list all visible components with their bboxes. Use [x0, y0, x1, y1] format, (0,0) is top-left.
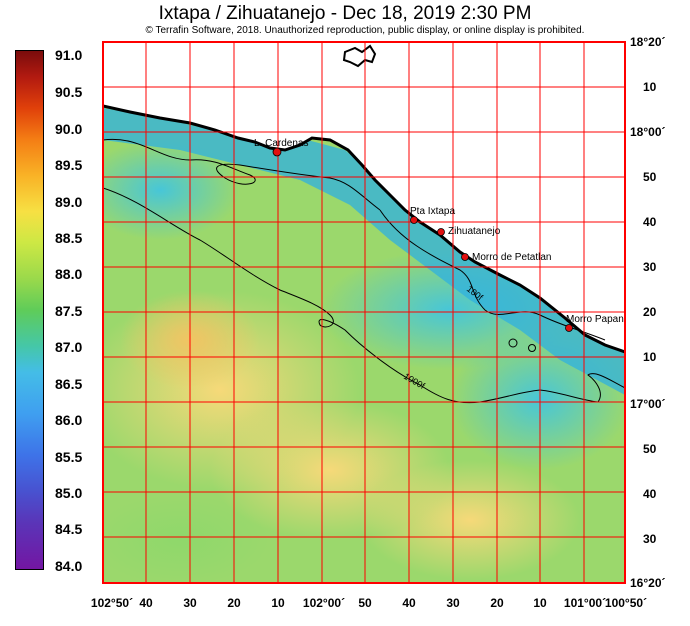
latitude-tick-label: 16°20´ — [630, 576, 666, 590]
temperature-region — [360, 460, 580, 580]
colorbar-label: 84.0 — [55, 558, 83, 574]
place-marker-pta-ixtapa[interactable]: Pta Ixtapa — [410, 206, 455, 224]
colorbar-label: 89.0 — [55, 194, 83, 210]
colorbar-label: 87.0 — [55, 339, 83, 355]
copyright-notice: © Terrafin Software, 2018. Unauthorized … — [145, 25, 585, 36]
colorbar-label: 88.5 — [55, 230, 83, 246]
longitude-tick-label: 40 — [402, 596, 416, 610]
contour-ring — [508, 338, 518, 348]
place-marker-zihuatanejo[interactable]: Zihuatanejo — [437, 226, 501, 237]
colorbar-label: 91.0 — [55, 47, 83, 63]
colorbar-label: 85.0 — [55, 485, 83, 501]
latitude-tick-label: 50 — [643, 170, 657, 184]
latitude-tick-label: 30 — [643, 260, 657, 274]
place-label: Morro Papan — [566, 314, 624, 325]
place-marker-morro-papan[interactable]: Morro Papan — [565, 314, 624, 332]
contour-line — [379, 209, 606, 341]
longitude-tick-label: 40 — [139, 596, 153, 610]
temperature-region — [103, 495, 270, 583]
place-marker-morro-de-petatlan[interactable]: Morro de Petatlan — [461, 252, 552, 263]
latitude-tick-label: 30 — [643, 532, 657, 546]
temperature-region — [103, 140, 240, 240]
graticule — [103, 42, 625, 583]
longitude-tick-label: 20 — [227, 596, 241, 610]
place-label: Morro de Petatlan — [472, 252, 552, 263]
colorbar-label: 90.5 — [55, 84, 83, 100]
latitude-tick-label: 40 — [643, 487, 657, 501]
coastal-cool-band — [103, 108, 625, 395]
longitude-tick-label: 20 — [490, 596, 504, 610]
longitude-tick-label: 30 — [183, 596, 197, 610]
colorbar-label: 85.5 — [55, 449, 83, 465]
place-label: Pta Ixtapa — [410, 206, 455, 217]
latitude-tick-label: 10 — [643, 80, 657, 94]
longitude-tick-label: 102°00´ — [302, 596, 346, 610]
longitude-tick-label: 100°50´ — [604, 596, 648, 610]
place-marker-l-cardenas[interactable]: L. Cardenas — [254, 138, 308, 157]
island — [342, 44, 377, 68]
colorbar-label: 90.0 — [55, 121, 83, 137]
coastline — [103, 104, 625, 354]
latitude-tick-label: 18°00´ — [630, 125, 666, 139]
latitude-tick-label: 17°00´ — [630, 397, 666, 411]
latitude-tick-label: 40 — [643, 215, 657, 229]
longitude-tick-label: 101°00´ — [563, 596, 607, 610]
longitude-tick-label: 50 — [358, 596, 372, 610]
map-title: Ixtapa / Zihuatanejo - Dec 18, 2019 2:30… — [158, 3, 532, 24]
longitude-tick-label: 102°50´ — [90, 596, 134, 610]
latitude-tick-label: 18°20´ — [630, 35, 666, 49]
longitude-tick-label: 10 — [533, 596, 547, 610]
latitude-tick-label: 20 — [643, 305, 657, 319]
contour-line — [103, 138, 381, 211]
temperature-colorbar — [15, 50, 44, 570]
longitude-tick-label: 30 — [446, 596, 460, 610]
contour-ring — [528, 344, 536, 352]
colorbar-label: 86.0 — [55, 412, 83, 428]
place-label: Zihuatanejo — [448, 226, 501, 237]
map-frame — [102, 41, 626, 584]
place-label: L. Cardenas — [254, 138, 308, 149]
colorbar-label: 86.5 — [55, 376, 83, 392]
latitude-tick-label: 10 — [643, 350, 657, 364]
longitude-tick-label: 10 — [271, 596, 285, 610]
colorbar-label: 89.5 — [55, 157, 83, 173]
colorbar-label: 84.5 — [55, 521, 83, 537]
colorbar-label: 87.5 — [55, 303, 83, 319]
latitude-tick-label: 50 — [643, 442, 657, 456]
colorbar-label: 88.0 — [55, 266, 83, 282]
